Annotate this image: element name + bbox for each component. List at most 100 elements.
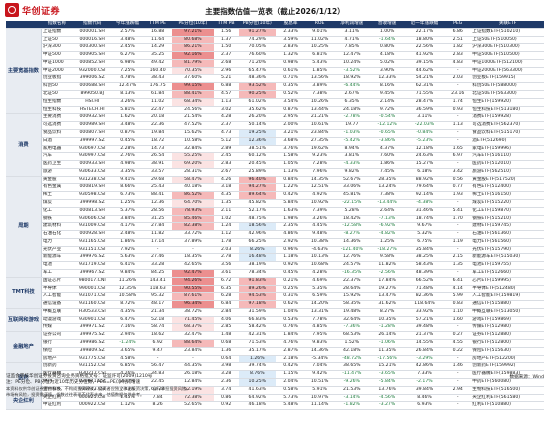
cell-peg: 0.83 [444, 300, 472, 309]
table-row: 人工智能 931071.CSI 10.58% 95.32 87.61% 6.28 94.53… [6, 292, 544, 302]
group-label: 医药 [6, 362, 42, 395]
table-row: 旅游 930633.CSI 3.35% 33.57 28.31% 2.67 25.89% 1.… [6, 168, 544, 177]
cell-rev: -1.28% [369, 323, 405, 333]
table-row: 恒生科技 HSTECH.HI 5.81% 22.47 24.56% 3.02 35.62% 0… [6, 106, 544, 115]
cell-np: 18.42% [334, 215, 370, 224]
cell-name: 旅游 [41, 168, 73, 177]
cell-peg: - [444, 401, 472, 411]
cell-dy: 1.15% [275, 370, 306, 379]
cell-dy: 4.76% [275, 339, 306, 348]
cell-chg: 2.45% [111, 43, 144, 53]
cell-peg: - [444, 199, 472, 208]
cell-pb_q: 96.40% [238, 176, 276, 185]
cell-dy: 5.48% [275, 401, 306, 411]
cell-np: 24.18% [334, 106, 370, 115]
cell-name: 中概互联 [41, 308, 73, 317]
cell-name: 证券公司 [41, 331, 73, 341]
cell-y1: 48.39% [404, 269, 445, 278]
cell-peg: 1.93 [444, 191, 472, 200]
cell-pe: 176.75 [143, 82, 173, 92]
cell-chg: 1.25% [111, 199, 144, 208]
cell-np: 15.92% [334, 292, 370, 302]
cell-pb_q: 38.19% [238, 261, 276, 270]
cell-etf: 人工智能ETF(159819) [471, 292, 544, 302]
cell-y1: 31.46% [404, 207, 445, 216]
cell-pb: 4.06 [213, 316, 239, 325]
cell-chg: 3.48% [111, 121, 144, 130]
cell-rev: 0.80% [369, 43, 405, 53]
table-body: 主要宽基指数 上证指数 000001.SH 2.57% 16.88 97.21% 1.56 9… [6, 28, 544, 411]
cell-peg: - [444, 129, 472, 138]
cell-pe: 6.92 [143, 339, 173, 348]
cell-peg: 1.82 [444, 43, 472, 53]
cell-pe_q: 72.38% [172, 394, 214, 403]
valuation-table-container: 指数名称 指数代码 今年涨跌幅 TTM PE PE分位(10年) TTM PB PB分位(1… [6, 21, 544, 411]
cell-dy: 1.22% [275, 183, 306, 193]
cell-pb: 1.12 [213, 230, 239, 239]
cell-y1: 44.62% [404, 67, 445, 76]
column-header: PE分位(10年) [172, 21, 214, 29]
cell-pe: 19.84 [143, 129, 173, 138]
cell-chg: 1.12% [111, 401, 144, 411]
cell-etf: 医疗器械ETF(159883) [471, 370, 544, 379]
cell-pb_q: 41.63% [238, 386, 276, 395]
cell-np: -1.03% [334, 129, 370, 138]
cell-pb_q: 12.36% [238, 137, 276, 146]
table-row: 白酒 399997.SZ 0.45% 18.72 10.58% 5.12 12.36% 3.6… [6, 137, 544, 146]
cell-chg: 2.94% [111, 331, 144, 341]
cell-pe: 18.62 [143, 331, 173, 341]
cell-pb: 3.56 [213, 261, 239, 270]
cell-pb: 1.35 [213, 199, 239, 208]
cell-name: 电池 [41, 261, 73, 270]
cell-pe_q: 92.47% [172, 269, 214, 278]
cell-pe_q: 81.79% [172, 59, 214, 68]
cell-etf: 消费ETF(159928) [471, 113, 544, 123]
cell-rev: 3.90% [369, 67, 405, 76]
cell-name: 有色金属 [41, 183, 73, 193]
cell-code: 931151.CSI [72, 246, 112, 255]
cell-pb: 2.83 [213, 160, 239, 169]
cell-pe_q: 37.60% [172, 74, 214, 84]
cell-code: 399976.SZ [72, 253, 112, 263]
cell-pe_q: 78.93% [172, 207, 214, 216]
cell-pb: 1.56 [213, 28, 239, 37]
cell-rev: 1.25% [369, 238, 405, 247]
cell-dy: 0.31% [275, 292, 306, 302]
cell-code: 000807.SH [72, 129, 112, 138]
cell-y1: 33.92% [404, 308, 445, 317]
cell-y1: 66.52% [404, 277, 445, 286]
cell-name: 中证红利 [41, 401, 73, 411]
cell-chg: 6.41% [111, 261, 144, 270]
cell-dy: 0.92% [275, 261, 306, 270]
table-row: 中证500 000905.SH 6.27% 35.25 92.16% 2.37 76.60%… [6, 51, 544, 60]
cell-code: 931160.CSI [72, 300, 112, 309]
cell-code: H30217.CSI [72, 370, 112, 379]
cell-pb_q: 31.59% [238, 308, 276, 317]
cell-chg: 12.35% [111, 285, 144, 294]
cell-pe: 17.14 [143, 238, 173, 247]
cell-np: -22.15% [334, 199, 370, 208]
cell-dy: 5.84% [275, 199, 306, 208]
cell-pe: 31.25 [143, 215, 173, 224]
table-row: 电池 931719.CSI 6.41% 33.28 42.65% 3.56 38.19% 0.… [6, 261, 544, 270]
cell-dy: 1.63% [275, 207, 306, 216]
cell-name: 沪深300 [41, 43, 73, 53]
cell-roe: 7.78% [305, 316, 335, 325]
cell-dy: 0.98% [275, 59, 306, 68]
cell-pb: 3.98 [213, 362, 239, 372]
cell-pe: 14.29 [143, 43, 173, 53]
cell-rev: -17.56% [369, 355, 405, 364]
cell-dy: 3.21% [275, 129, 306, 138]
valuation-table: 指数名称 指数代码 今年涨跌幅 TTM PE PE分位(10年) TTM PB PB分位(1… [6, 21, 544, 411]
table-row: 家用电器 930697.CSI 2.28% 14.73 32.84% 2.89 38.51%… [6, 145, 544, 154]
cell-y1: 6.93% [404, 401, 445, 411]
cell-code: 399967.SZ [72, 269, 112, 278]
cell-name: 银行 [41, 339, 73, 348]
cell-code: 000928.SH [72, 230, 112, 239]
cell-chg: 2.76% [111, 152, 144, 162]
table-row: 保险 399809.SZ 3.65% 9.47 23.84% 1.36 35.17% 2.87… [6, 347, 544, 356]
cell-code: 000001.SH [72, 28, 112, 37]
disclaimer-2: 市场有风险，投资需谨慎。指数过往表现不代表未来，估值数据仅供参考。 [6, 392, 145, 397]
cell-chg: 2.48% [111, 230, 144, 239]
cell-code: 930697.CSI [72, 145, 112, 154]
